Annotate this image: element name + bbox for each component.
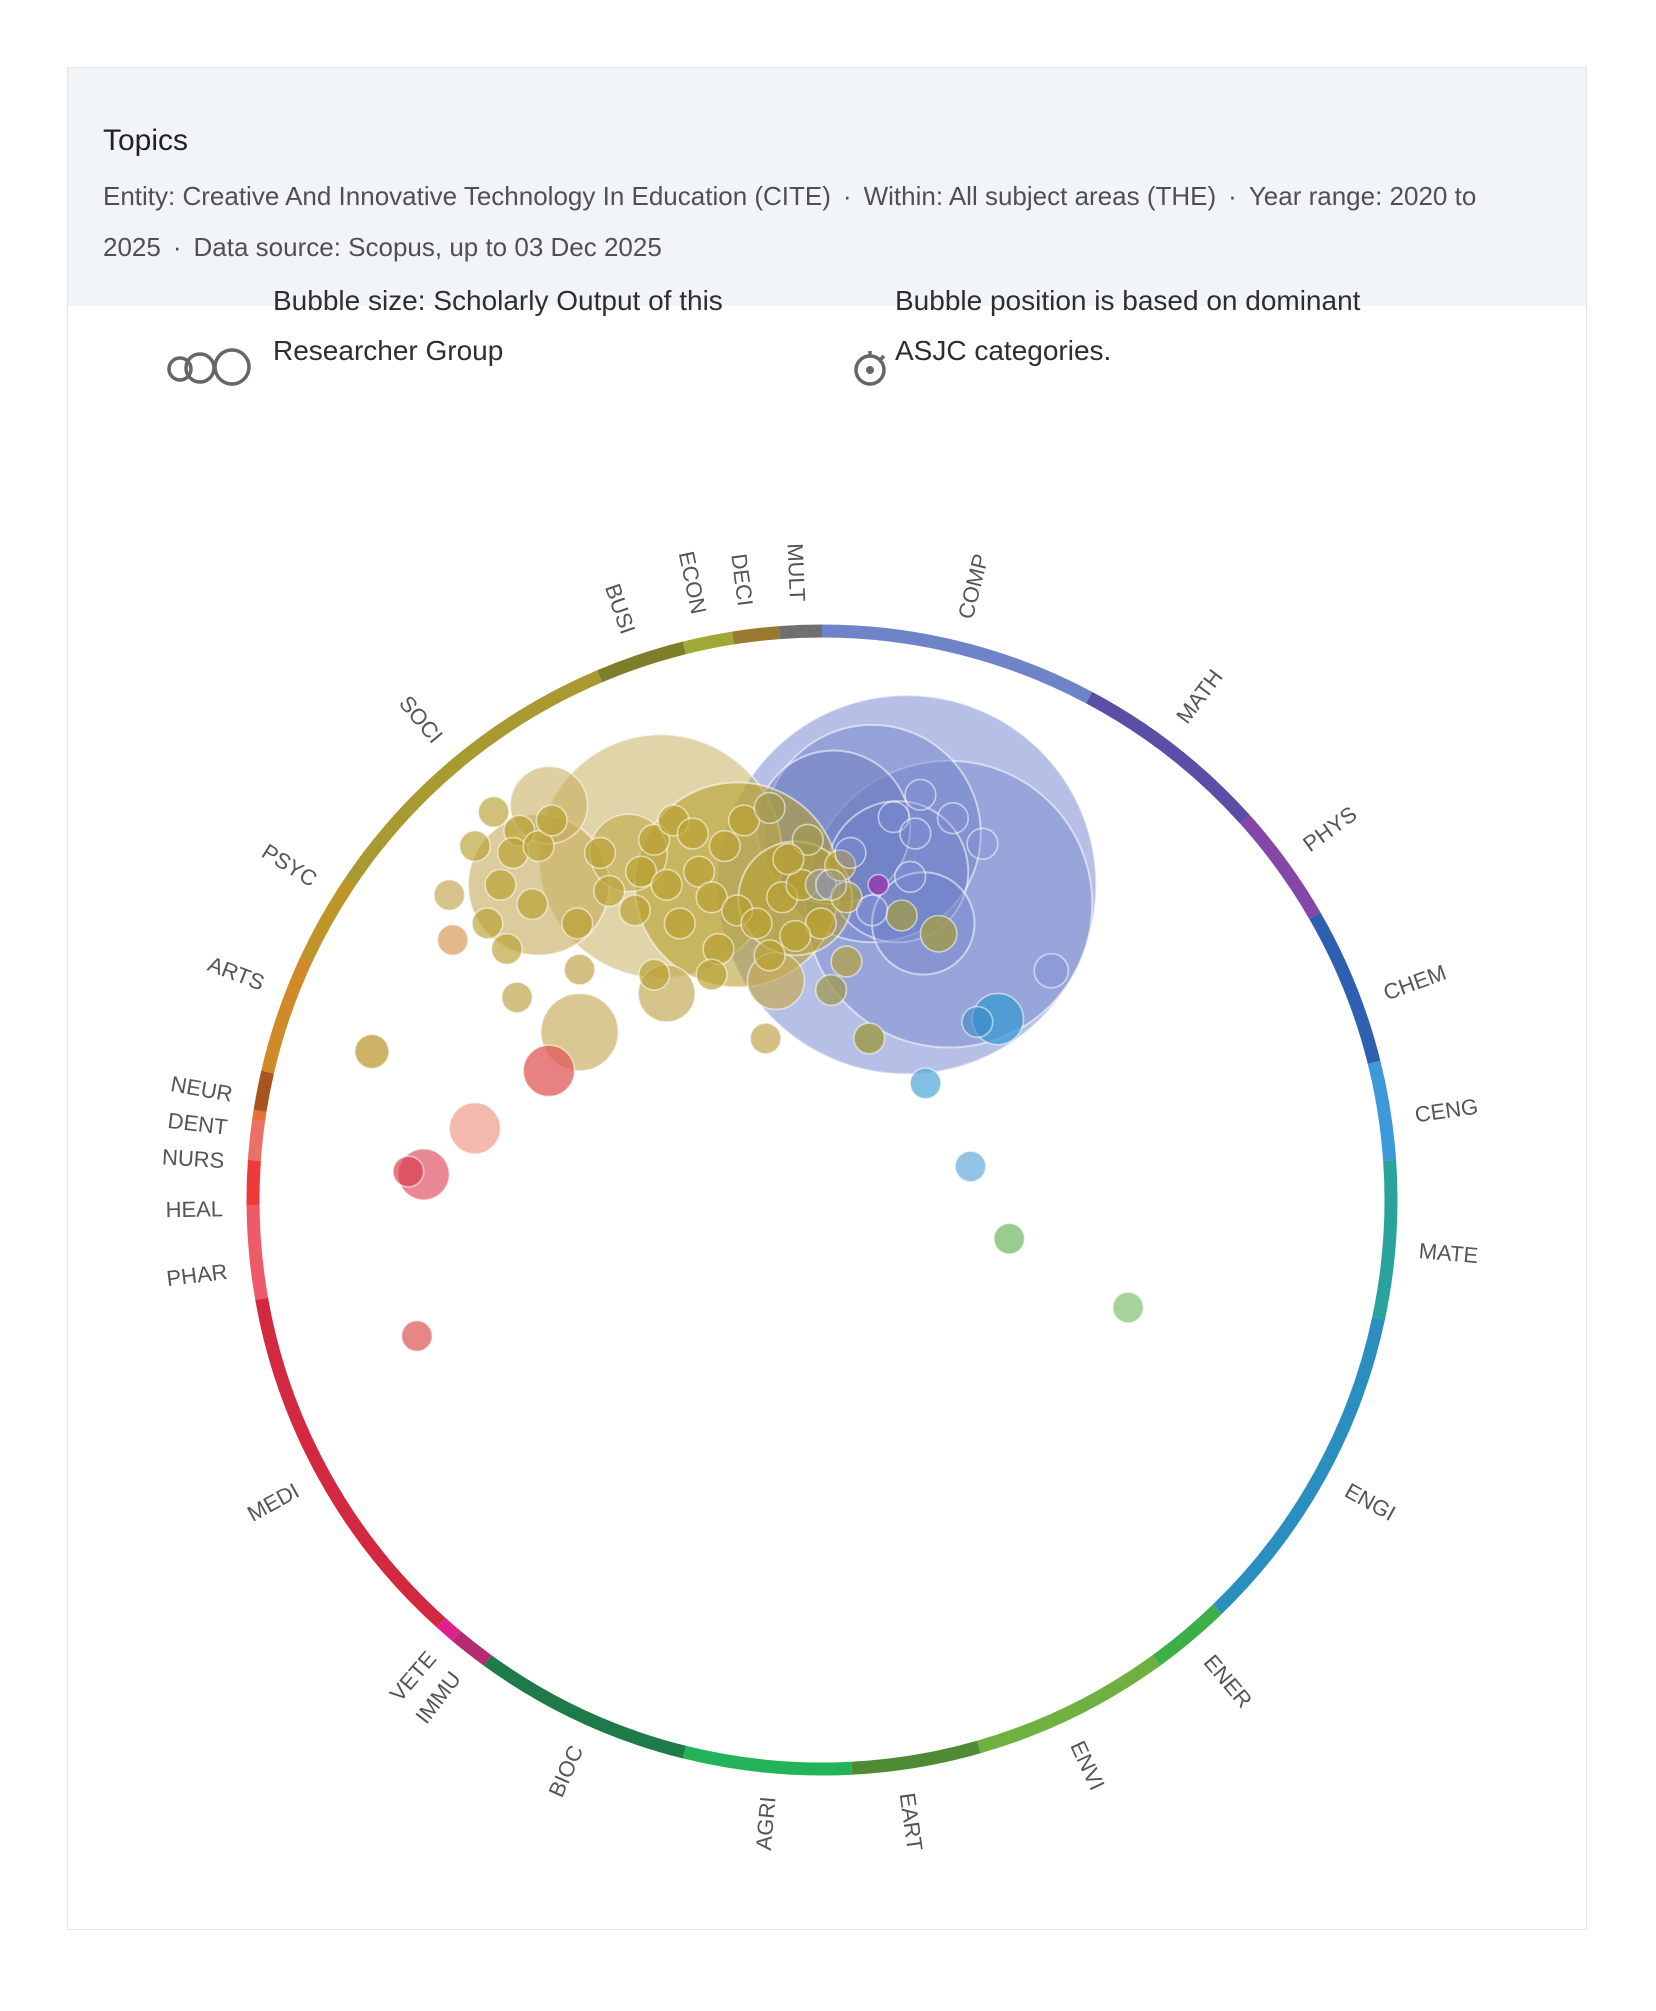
- bubble-size-icon: [167, 348, 251, 386]
- legend-bubble-size: Bubble size: Scholarly Output of this Re…: [273, 276, 723, 376]
- within-text: Within: All subject areas (THE): [863, 181, 1217, 211]
- legend-size-line1: Bubble size: Scholarly Output of this: [273, 285, 723, 316]
- entity-text: Entity: Creative And Innovative Technolo…: [103, 181, 831, 211]
- data-source-text: Data source: Scopus, up to 03 Dec 2025: [193, 232, 662, 262]
- legend-position-line2: ASJC categories.: [895, 335, 1112, 366]
- year-range-text: Year range: 2020 to 2025: [103, 181, 1477, 262]
- legend-position-line1: Bubble position is based on dominant: [895, 285, 1361, 316]
- card-header: Topics Entity: Creative And Innovative T…: [68, 68, 1586, 306]
- separator: ·: [172, 232, 182, 262]
- card-subtitle: Entity: Creative And Innovative Technolo…: [103, 171, 1543, 273]
- separator: ·: [1228, 181, 1237, 211]
- legend-size-line2: Researcher Group: [273, 335, 504, 366]
- legend-bubble-position: Bubble position is based on dominant ASJ…: [895, 276, 1360, 376]
- bubble-position-icon: [854, 351, 886, 386]
- separator: ·: [842, 181, 852, 211]
- card-title: Topics: [103, 124, 189, 157]
